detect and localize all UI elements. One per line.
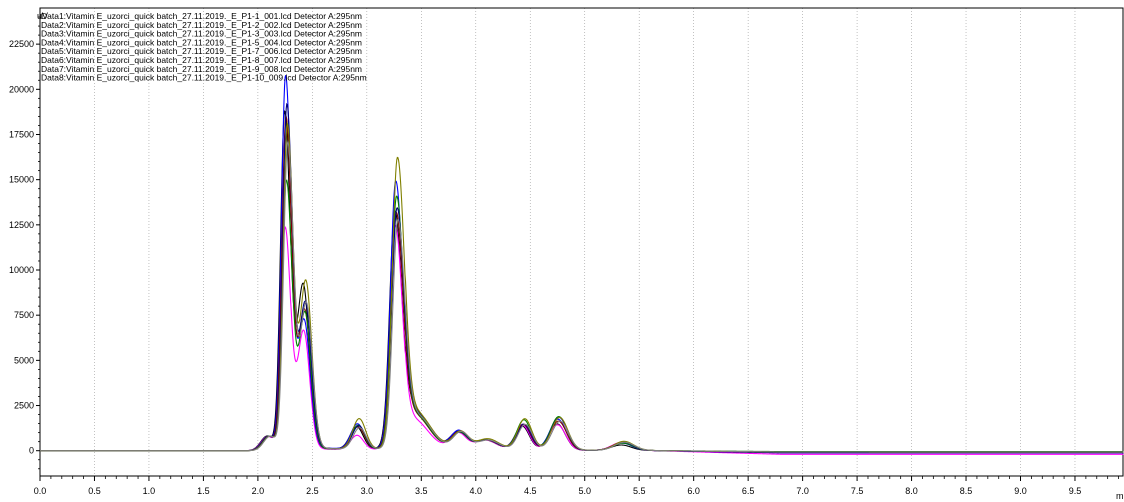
series-line-4 [40,115,1124,454]
x-tick-label: 2.5 [306,486,319,496]
legend-entry-8: Data8:Vitamin E_uzorci_quick batch_27.11… [41,73,367,83]
series-line-1 [40,109,1124,453]
legend-entry-5: Data5:Vitamin E_uzorci_quick batch_27.11… [41,46,362,56]
y-tick-label: 5000 [14,355,34,365]
x-tick-label: 0.5 [88,486,101,496]
y-tick-label: 22500 [9,39,34,49]
x-tick-label: 7.0 [796,486,809,496]
x-tick-label: 9.5 [1069,486,1082,496]
legend-entry-2: Data2:Vitamin E_uzorci_quick batch_27.11… [41,20,362,30]
plot-frame [39,7,1124,477]
series-line-3 [40,75,1124,454]
x-tick-label: 4.0 [470,486,483,496]
x-tick-label: 3.0 [361,486,374,496]
y-tick-label: 7500 [14,310,34,320]
x-tick-label: 1.5 [197,486,210,496]
y-tick-label: 17500 [9,129,34,139]
series-line-5 [40,179,1124,453]
legend-entry-6: Data6:Vitamin E_uzorci_quick batch_27.11… [41,55,362,65]
x-tick-label: 6.0 [687,486,700,496]
legend-entry-3: Data3:Vitamin E_uzorci_quick batch_27.11… [41,29,362,39]
series-line-7 [40,121,1124,453]
legend-entry-4: Data4:Vitamin E_uzorci_quick batch_27.11… [41,37,362,47]
x-tick-label: 2.0 [252,486,265,496]
y-tick-label: 20000 [9,84,34,94]
y-tick-label: 15000 [9,175,34,185]
legend-entry-1: Data1:Vitamin E_uzorci_quick batch_27.11… [41,11,362,21]
axes-layer: 0.0 0.5 1.0 1.5 2.0 2.5 3.0 3.5 4.0 4.5 5.0 5.5 6.0 6… [9,7,1124,496]
x-tick-label: 5.0 [578,486,591,496]
x-axis-unit-label: mi [1116,491,1124,501]
legend-entry-7: Data7:Vitamin E_uzorci_quick batch_27.11… [41,64,362,74]
x-tick-label: 0.0 [34,486,47,496]
series-line-2 [40,224,1124,455]
x-tick-label: 8.5 [960,486,973,496]
y-tick-label: 2500 [14,401,34,411]
series-layer [40,75,1124,455]
series-line-8 [40,140,1124,453]
legend: Data1:Vitamin E_uzorci_quick batch_27.11… [41,11,367,83]
y-axis-unit-label: uV [37,11,48,21]
x-tick-label: 7.5 [851,486,864,496]
x-tick-label: 4.5 [524,486,537,496]
x-tick-label: 1.0 [143,486,156,496]
y-tick-label: 0 [29,446,34,456]
y-tick-label: 12500 [9,220,34,230]
x-tick-label: 9.0 [1014,486,1027,496]
x-tick-label: 5.5 [633,486,646,496]
series-line-6 [40,102,1124,454]
x-tick-label: 3.5 [415,486,428,496]
grid-layer [94,8,1076,476]
y-tick-label: 10000 [9,265,34,275]
x-tick-label: 8.0 [905,486,918,496]
x-tick-label: 6.5 [742,486,755,496]
